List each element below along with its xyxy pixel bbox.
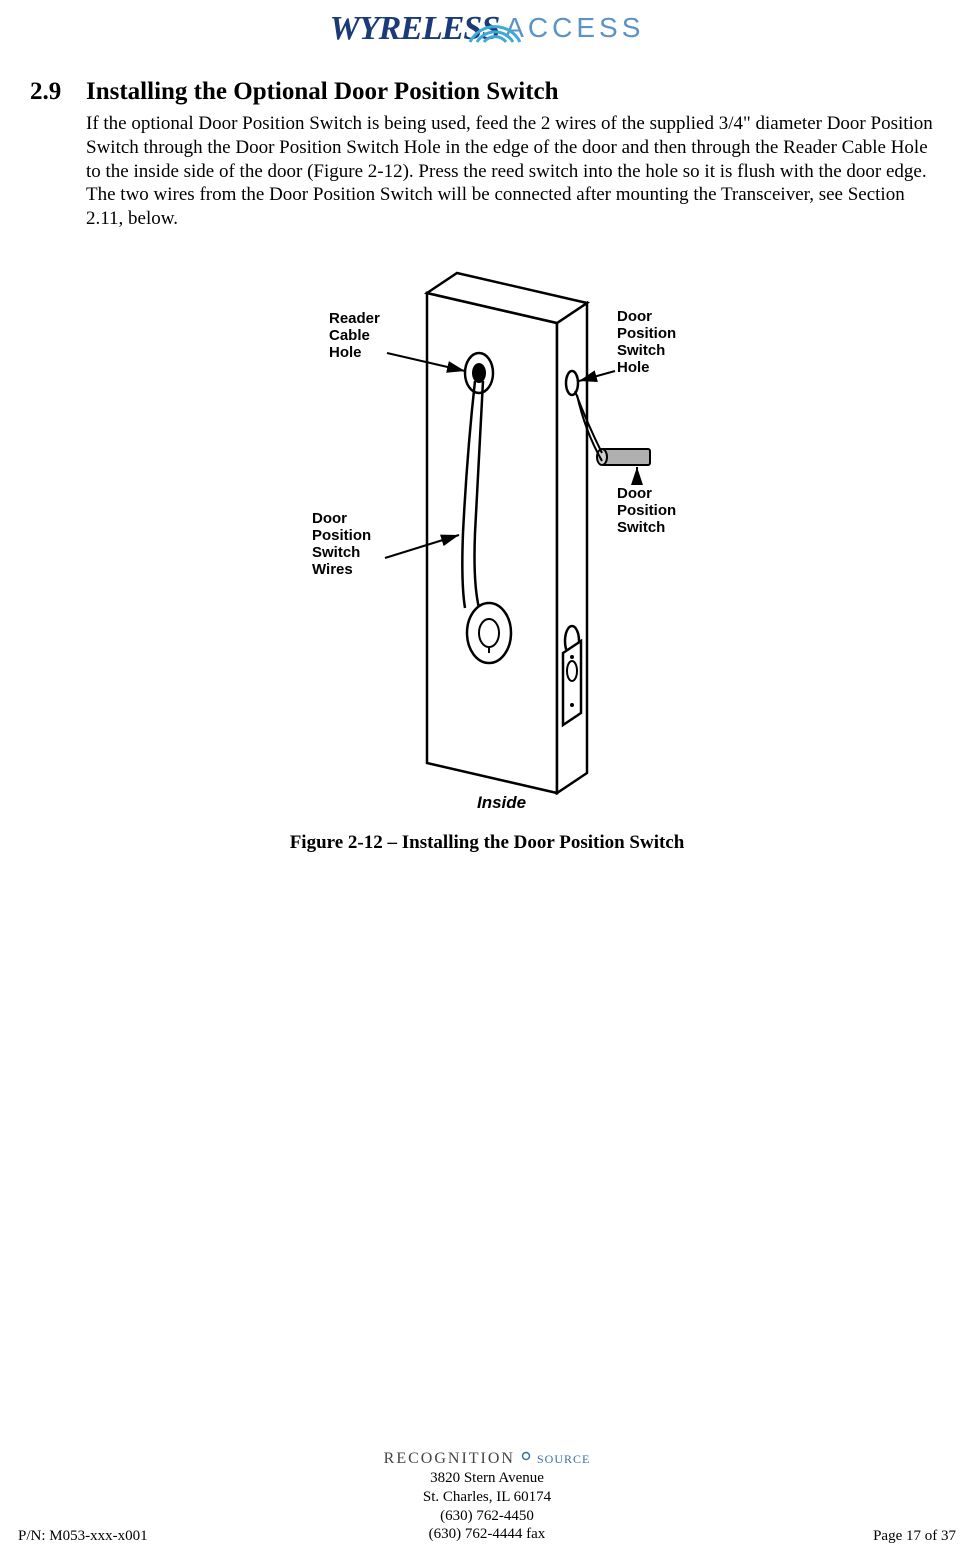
figure-wrap: Inside Reader Cable Hole Door Position S… — [0, 253, 974, 854]
footer-phone: (630) 762-4450 — [0, 1507, 974, 1526]
figure-caption: Figure 2-12 – Installing the Door Positi… — [0, 832, 974, 854]
footer-address2: St. Charles, IL 60174 — [0, 1488, 974, 1507]
footer-part-number: P/N: M053-xxx-x001 — [18, 1528, 148, 1545]
logo-arcs-icon — [465, 4, 525, 44]
figure-label-dps-hole: Door Position Switch Hole — [617, 308, 680, 376]
header-logo-wrap: WYRELESSACCESS — [0, 0, 974, 48]
figure-label-dps: Door Position Switch — [617, 485, 680, 536]
section-paragraph: If the optional Door Position Switch is … — [0, 106, 974, 231]
figure-label-reader-cable-hole: Reader Cable Hole — [329, 310, 384, 361]
footer-logo-swirl-icon — [521, 1451, 531, 1461]
figure-diagram: Inside Reader Cable Hole Door Position S… — [267, 253, 707, 813]
footer-company-logo-text: RECOGNITION — [384, 1450, 515, 1467]
section-number: 2.9 — [30, 78, 86, 106]
logo-text-wyre: WYRE — [330, 10, 422, 47]
header-logo: WYRELESSACCESS — [330, 10, 645, 48]
figure-label-dps-wires: Door Position Switch Wires — [312, 510, 375, 578]
footer-page-number: Page 17 of 37 — [873, 1528, 956, 1545]
section-heading: 2.9 Installing the Optional Door Positio… — [0, 48, 974, 106]
page-footer: RECOGNITION SOURCE 3820 Stern Avenue St.… — [0, 1449, 974, 1545]
footer-company-logo: RECOGNITION SOURCE — [0, 1449, 974, 1469]
footer-address1: 3820 Stern Avenue — [0, 1469, 974, 1488]
section-title: Installing the Optional Door Position Sw… — [86, 78, 559, 106]
figure-label-inside: Inside — [477, 793, 526, 812]
logo-text-access: ACCESS — [505, 12, 644, 43]
footer-company-logo-suffix: SOURCE — [537, 1452, 590, 1466]
document-page: WYRELESSACCESS 2.9 Installing the Option… — [0, 0, 974, 1559]
